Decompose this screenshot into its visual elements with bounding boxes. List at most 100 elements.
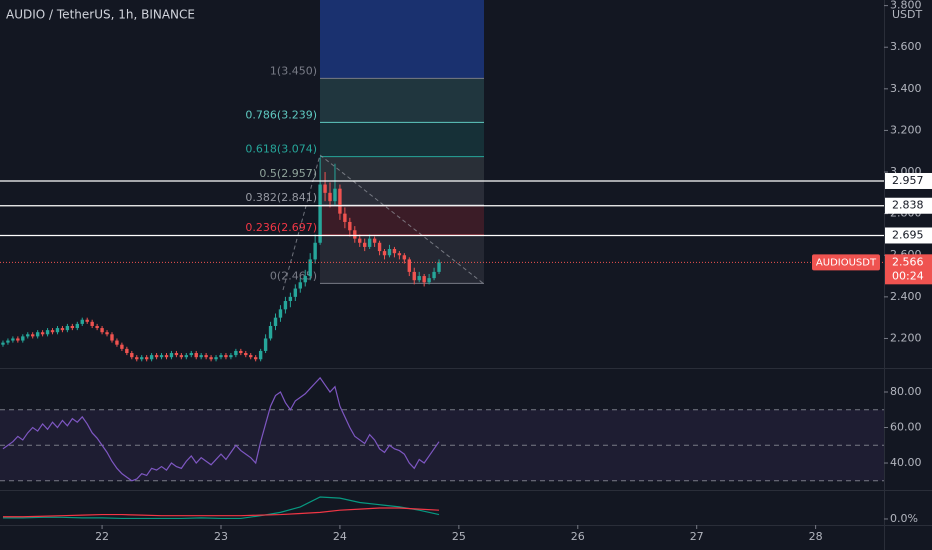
candle-body bbox=[278, 309, 283, 318]
candle-body bbox=[110, 334, 114, 341]
candle-body bbox=[95, 325, 99, 329]
candle-body bbox=[249, 355, 253, 358]
candle-body bbox=[244, 353, 248, 356]
candle-body bbox=[263, 338, 268, 351]
candle-body bbox=[288, 296, 293, 302]
candle-body bbox=[239, 350, 243, 354]
symbol-label: AUDIOUSDT bbox=[816, 257, 877, 268]
candle-body bbox=[174, 353, 179, 356]
candle-body bbox=[31, 334, 35, 337]
candle-body bbox=[298, 282, 302, 289]
candle-body bbox=[417, 276, 421, 281]
candle-body bbox=[120, 344, 124, 349]
candle-body bbox=[149, 355, 154, 360]
candle-body bbox=[105, 332, 109, 335]
candle-body bbox=[219, 355, 223, 358]
candle-body bbox=[432, 271, 436, 279]
x-tick-label: 25 bbox=[452, 530, 466, 543]
candle-body bbox=[427, 278, 431, 283]
candle-body bbox=[273, 317, 278, 326]
last-price-box bbox=[885, 254, 932, 285]
candle-body bbox=[50, 330, 55, 333]
y-tick-label: 3.400 bbox=[890, 82, 922, 95]
x-tick-label: 27 bbox=[690, 530, 704, 543]
candle-body bbox=[358, 238, 362, 243]
candle-body bbox=[308, 259, 312, 277]
y-tick-label: 3.200 bbox=[890, 123, 922, 136]
candle-body bbox=[323, 184, 327, 193]
y-tick-label: 40.00 bbox=[890, 456, 922, 469]
fib-label: 0.786(3.239) bbox=[245, 108, 317, 121]
candle-body bbox=[407, 259, 411, 272]
fib-band bbox=[320, 78, 484, 123]
candle-body bbox=[194, 353, 198, 358]
candle-body bbox=[45, 330, 50, 335]
candle-body bbox=[209, 357, 213, 360]
fib-label: 0.382(2.841) bbox=[245, 191, 317, 204]
candle-body bbox=[343, 213, 347, 222]
candle-body bbox=[65, 325, 70, 331]
fib-label: 0.618(3.074) bbox=[245, 143, 317, 156]
fib-band bbox=[320, 122, 484, 157]
candle-body bbox=[313, 242, 317, 260]
candle-body bbox=[125, 348, 129, 354]
candle-body bbox=[40, 332, 45, 335]
candle-body bbox=[367, 238, 372, 247]
candle-body bbox=[6, 340, 10, 343]
candle-body bbox=[268, 325, 273, 339]
currency-label: USDT bbox=[892, 8, 923, 21]
fib-label: 0.236(2.697) bbox=[245, 221, 317, 234]
candle-body bbox=[130, 353, 134, 358]
y-tick-label: 80.00 bbox=[890, 385, 922, 398]
candle-body bbox=[26, 334, 30, 337]
candle-body bbox=[144, 357, 149, 360]
candle-body bbox=[283, 301, 288, 310]
candle-body bbox=[85, 319, 89, 322]
candle-body bbox=[224, 355, 228, 358]
candle-body bbox=[80, 319, 84, 324]
candle-body bbox=[397, 253, 402, 256]
candle-body bbox=[199, 355, 203, 358]
fib-band bbox=[320, 235, 484, 284]
y-tick-label: 3.800 bbox=[890, 0, 922, 12]
candle-body bbox=[60, 328, 65, 331]
x-tick-label: 23 bbox=[214, 530, 228, 543]
rsi-line bbox=[2, 376, 440, 482]
candle-body bbox=[140, 357, 144, 360]
candle-body bbox=[169, 353, 174, 358]
candle-body bbox=[154, 355, 159, 358]
y-tick-label: 2.200 bbox=[890, 331, 922, 344]
candle-body bbox=[318, 184, 322, 243]
candle-body bbox=[412, 271, 416, 281]
candle-body bbox=[437, 262, 441, 272]
candle-body bbox=[382, 251, 387, 256]
candle-body bbox=[234, 350, 238, 356]
fib-band bbox=[320, 0, 484, 79]
y-tick-label: 3.600 bbox=[890, 40, 922, 53]
candle-body bbox=[164, 355, 169, 358]
candle-body bbox=[402, 255, 407, 260]
candle-body bbox=[214, 357, 218, 360]
y-tick-label: 60.00 bbox=[890, 421, 922, 434]
candle-body bbox=[377, 242, 382, 252]
candle-body bbox=[100, 328, 104, 333]
candle-body bbox=[55, 328, 60, 333]
price-line-label: 2.957 bbox=[892, 174, 924, 187]
fib-band bbox=[320, 180, 484, 206]
candle-body bbox=[328, 192, 332, 202]
price-line-label: 2.838 bbox=[892, 199, 924, 212]
candle-body bbox=[333, 188, 337, 202]
indicator-line bbox=[2, 496, 440, 520]
fib-band bbox=[320, 156, 484, 181]
candle-body bbox=[303, 276, 307, 283]
price-line-label: 2.695 bbox=[892, 228, 924, 241]
candle-body bbox=[338, 188, 342, 214]
candle-body bbox=[387, 249, 392, 256]
candle-body bbox=[293, 288, 298, 297]
candle-body bbox=[159, 355, 164, 358]
price-line-box bbox=[885, 227, 932, 244]
candle-body bbox=[75, 323, 80, 329]
candle-body bbox=[135, 357, 139, 360]
fib-label: 0.5(2.957) bbox=[259, 167, 317, 180]
